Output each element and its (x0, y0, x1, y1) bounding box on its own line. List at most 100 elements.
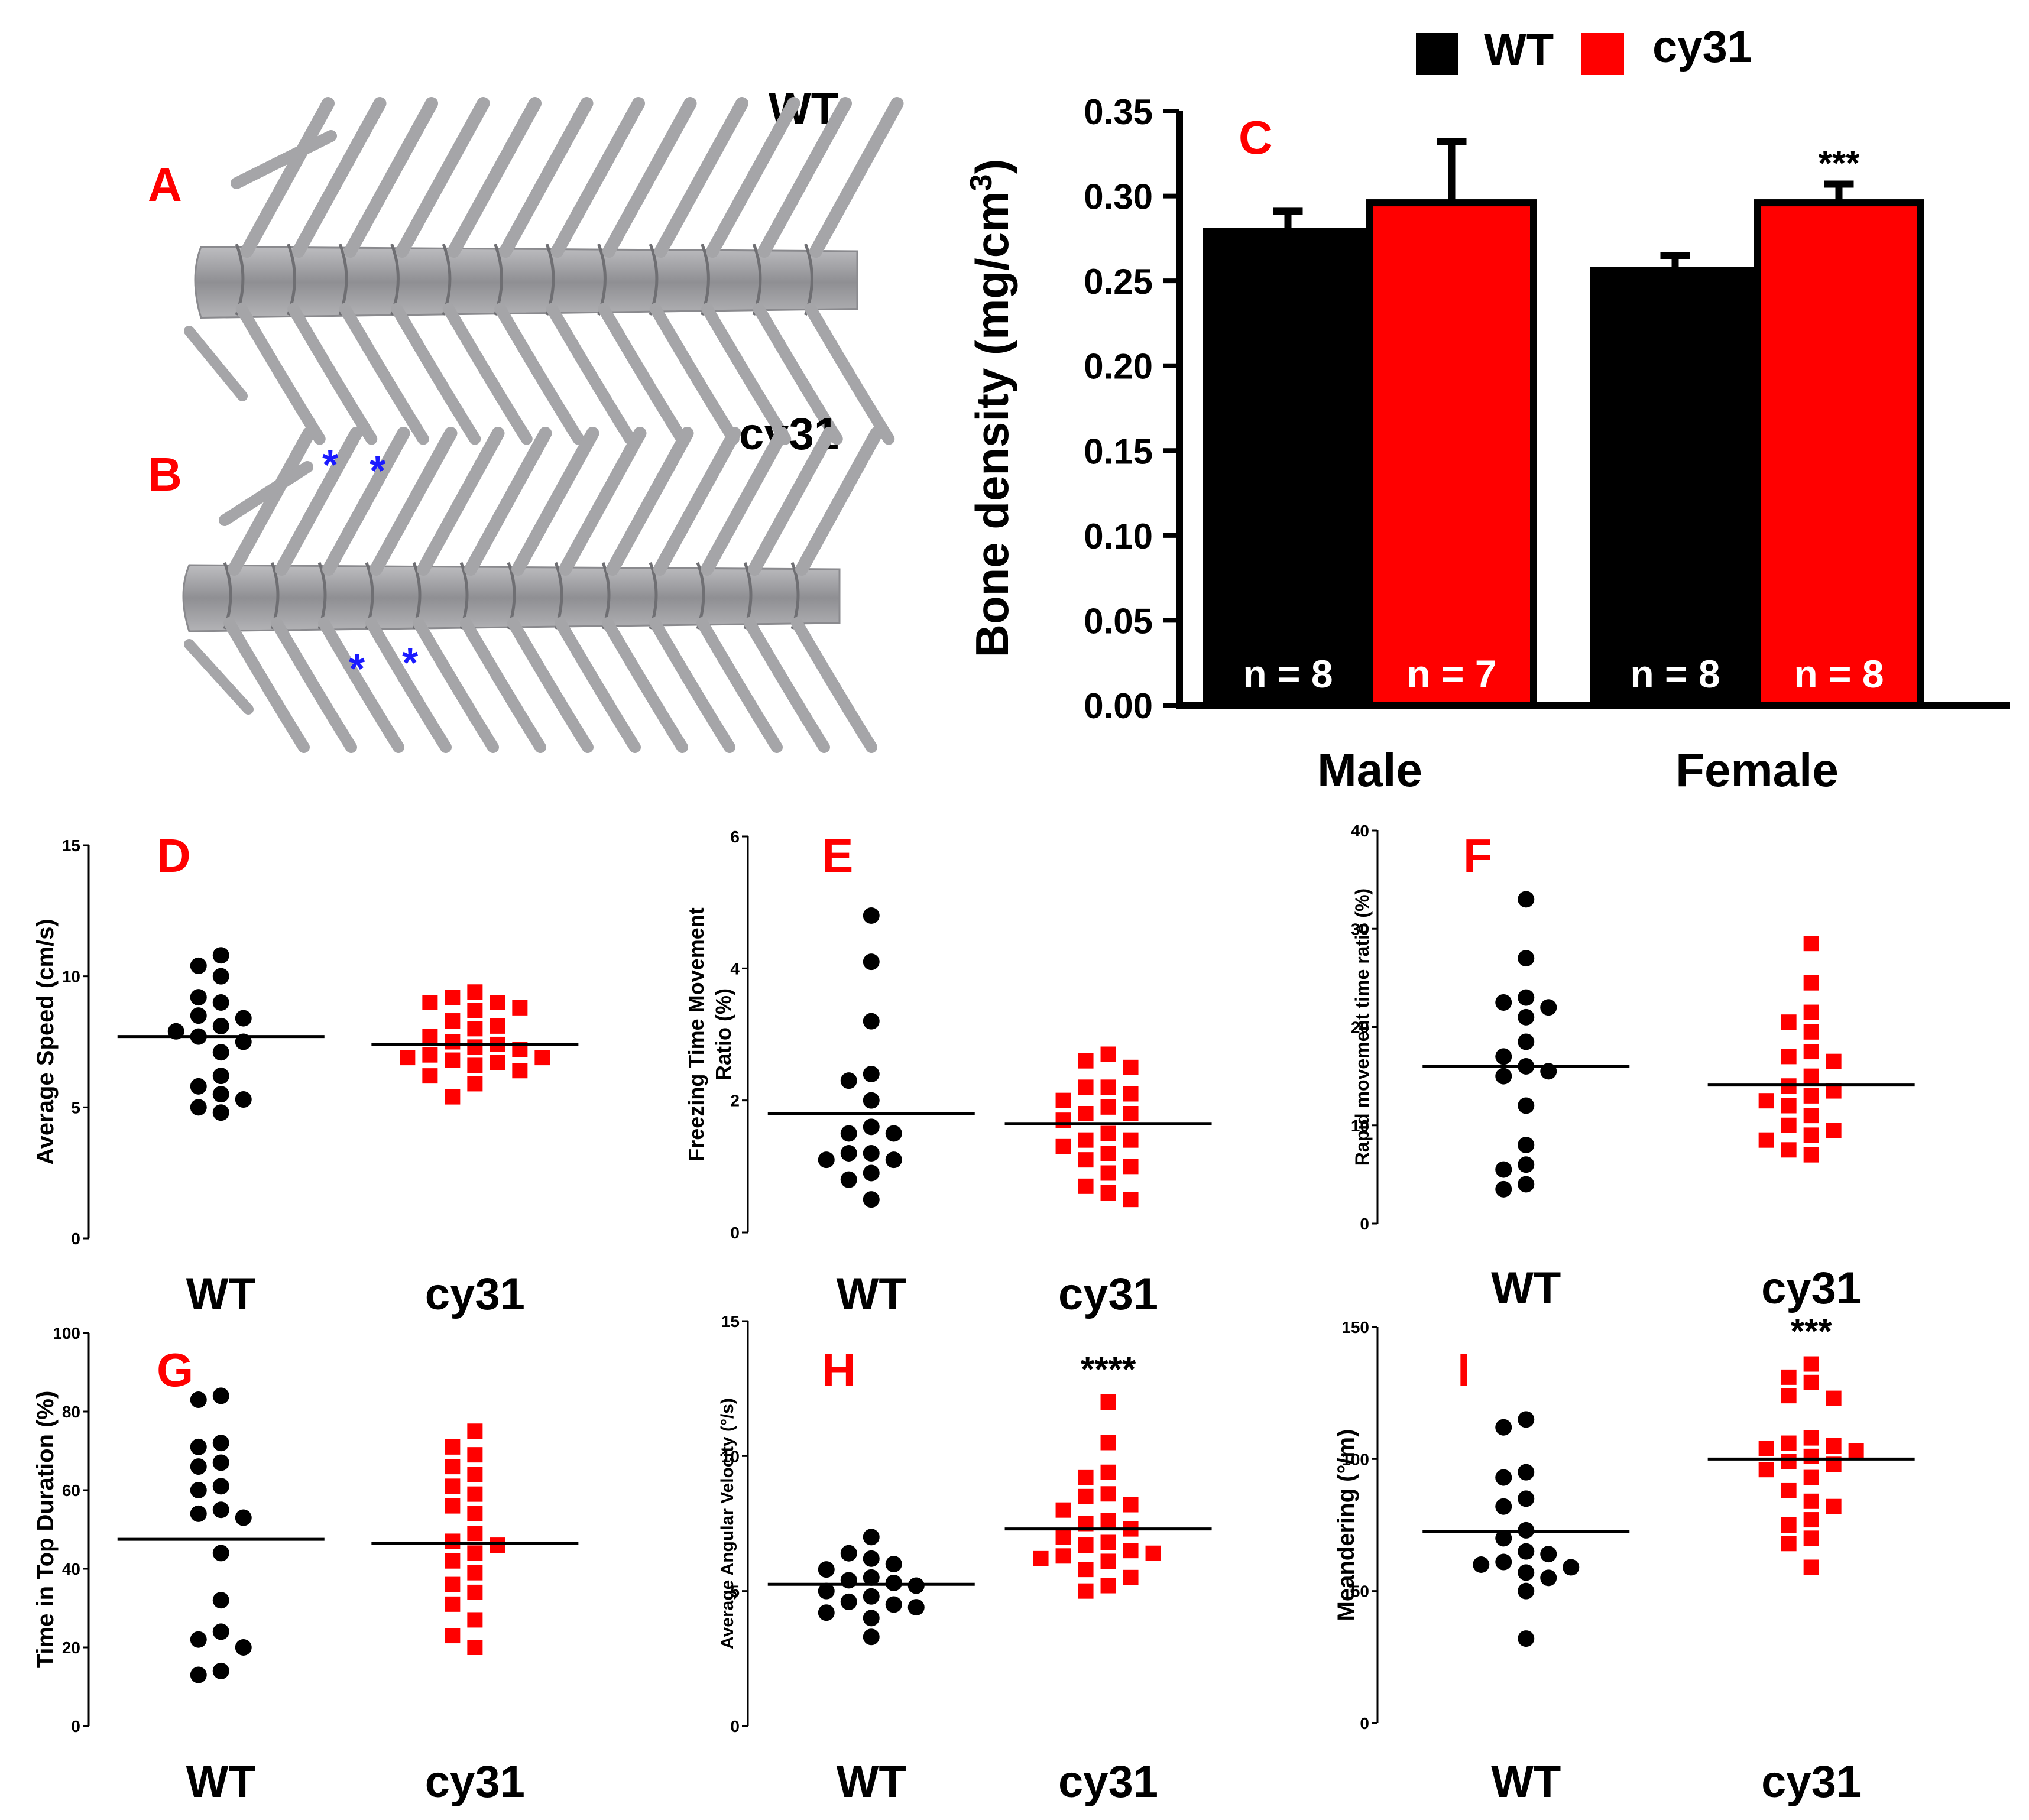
cy31-point (445, 1498, 461, 1514)
wt-point (212, 1501, 229, 1519)
cy31-point (512, 1000, 528, 1016)
y-tick-label: 5 (730, 1582, 740, 1601)
y-tick-label: 0 (730, 1717, 740, 1735)
x-label-cy31: cy31 (1761, 1263, 1861, 1313)
wt-point (190, 957, 207, 974)
ventral-rib (602, 617, 688, 753)
cy31-point (445, 1013, 461, 1029)
wt-point (863, 1092, 880, 1109)
x-label-wt: WT (1491, 1757, 1561, 1807)
wt-point (235, 1639, 252, 1656)
cy31-point (1078, 1053, 1094, 1069)
panel-b-letter: B (148, 448, 182, 501)
y-tick-label: 10 (1351, 1117, 1369, 1135)
cy31-point (1803, 1512, 1819, 1528)
cy31-point (467, 1506, 483, 1521)
wt-point (885, 1556, 902, 1572)
cy31-point (445, 1553, 461, 1569)
wt-point (190, 1666, 207, 1683)
wt-point (863, 907, 880, 924)
dorsal-spine (511, 427, 599, 576)
dorsal-spine (417, 427, 505, 576)
wt-point (863, 1145, 880, 1162)
wt-point (863, 1118, 880, 1136)
cy31-point (1055, 1092, 1071, 1108)
n-label: n = 7 (1406, 652, 1496, 696)
cy31-point (1100, 1578, 1116, 1594)
panel-b-cy31-skeleton: B cy31 * * * * (148, 409, 883, 753)
scatter-panel-f: 0 10 20 30 40 Rapid movement time ratio (%) F W… (1351, 822, 1915, 1313)
scatter-panel-e: 0 2 4 6 Freezing Time Movement Ratio (%) E WT cy… (684, 828, 1212, 1319)
cy31-point (445, 1439, 461, 1455)
cy31-point (1781, 1454, 1797, 1469)
y-tick-label: 10 (62, 968, 80, 986)
cy31-point (1123, 1086, 1139, 1102)
panel-letter: D (157, 829, 191, 882)
cy31-point (1055, 1112, 1071, 1128)
cy31-point (445, 1052, 461, 1068)
cy31-point (422, 995, 438, 1010)
legend-cy31-swatch (1581, 33, 1624, 75)
dorsal-spine (228, 427, 316, 576)
cy31-point (1100, 1079, 1116, 1095)
cy31-point (445, 1034, 461, 1050)
cy31-point (1803, 1374, 1819, 1390)
dorsal-spine (275, 427, 363, 576)
y-tick-label: 80 (62, 1403, 80, 1421)
cy31-point (1803, 1448, 1819, 1464)
vertebral-column (182, 564, 841, 632)
cy31-point (445, 1596, 461, 1612)
wt-point (840, 1572, 857, 1589)
wt-point (212, 994, 229, 1011)
cy31-point (1123, 1132, 1139, 1148)
dorsal-spine (602, 97, 697, 258)
wt-point (840, 1072, 857, 1089)
panel-letter: G (157, 1344, 193, 1396)
cy31-point (1078, 1152, 1094, 1168)
y-tick-label: 150 (1341, 1318, 1369, 1336)
wt-point (1540, 1546, 1557, 1563)
wt-point (840, 1145, 857, 1162)
wt-point (212, 947, 229, 964)
wt-point (212, 1662, 229, 1679)
wt-point (1518, 1564, 1535, 1581)
y-tick-label: 100 (1341, 1450, 1369, 1468)
wt-point (1495, 1161, 1512, 1178)
y-tick-label: 0.20 (1084, 347, 1153, 387)
cy31-point (1123, 1106, 1139, 1121)
n-label: n = 8 (1794, 652, 1884, 696)
wt-point (863, 1191, 880, 1208)
wt-point (212, 1545, 229, 1562)
cy31-vertebral-column-image (182, 427, 883, 753)
y-tick-label: 15 (62, 836, 80, 855)
cy31-point (1100, 1534, 1116, 1550)
cy31-point (1078, 1583, 1094, 1599)
wt-point (885, 1596, 902, 1613)
wt-point (863, 1164, 880, 1182)
wt-point (235, 1010, 252, 1027)
cy31-point (445, 1576, 461, 1592)
wt-point (840, 1545, 857, 1562)
cy31-point (1078, 1537, 1094, 1553)
y-tick-label: 5 (71, 1098, 80, 1117)
cy31-point (445, 1478, 461, 1494)
y-axis-label: Time in Top Duration (%) (33, 1391, 59, 1669)
y-tick-label: 0.15 (1084, 432, 1153, 471)
panel-letter: I (1457, 1344, 1470, 1396)
wt-point (1518, 1008, 1535, 1026)
cy31-point (467, 1486, 483, 1502)
cy31-point (490, 1018, 505, 1034)
dorsal-spine (748, 427, 836, 576)
wt-point (1495, 994, 1512, 1011)
wt-point (212, 1104, 229, 1121)
cy31-point (1123, 1192, 1139, 1208)
cy31-point (1781, 1014, 1797, 1030)
cy31-point (422, 1068, 438, 1084)
wt-point (1540, 999, 1557, 1016)
y-tick-label: 0 (71, 1229, 80, 1248)
significance-marker: *** (1791, 1312, 1833, 1351)
scatter-panel-d: 0 5 10 15 Average Speed (cm/s) D WT cy31 (33, 829, 579, 1319)
cy31-point (467, 1447, 483, 1463)
panel-a-wt-skeleton: A WT (148, 84, 904, 445)
dorsal-spine (795, 427, 883, 576)
